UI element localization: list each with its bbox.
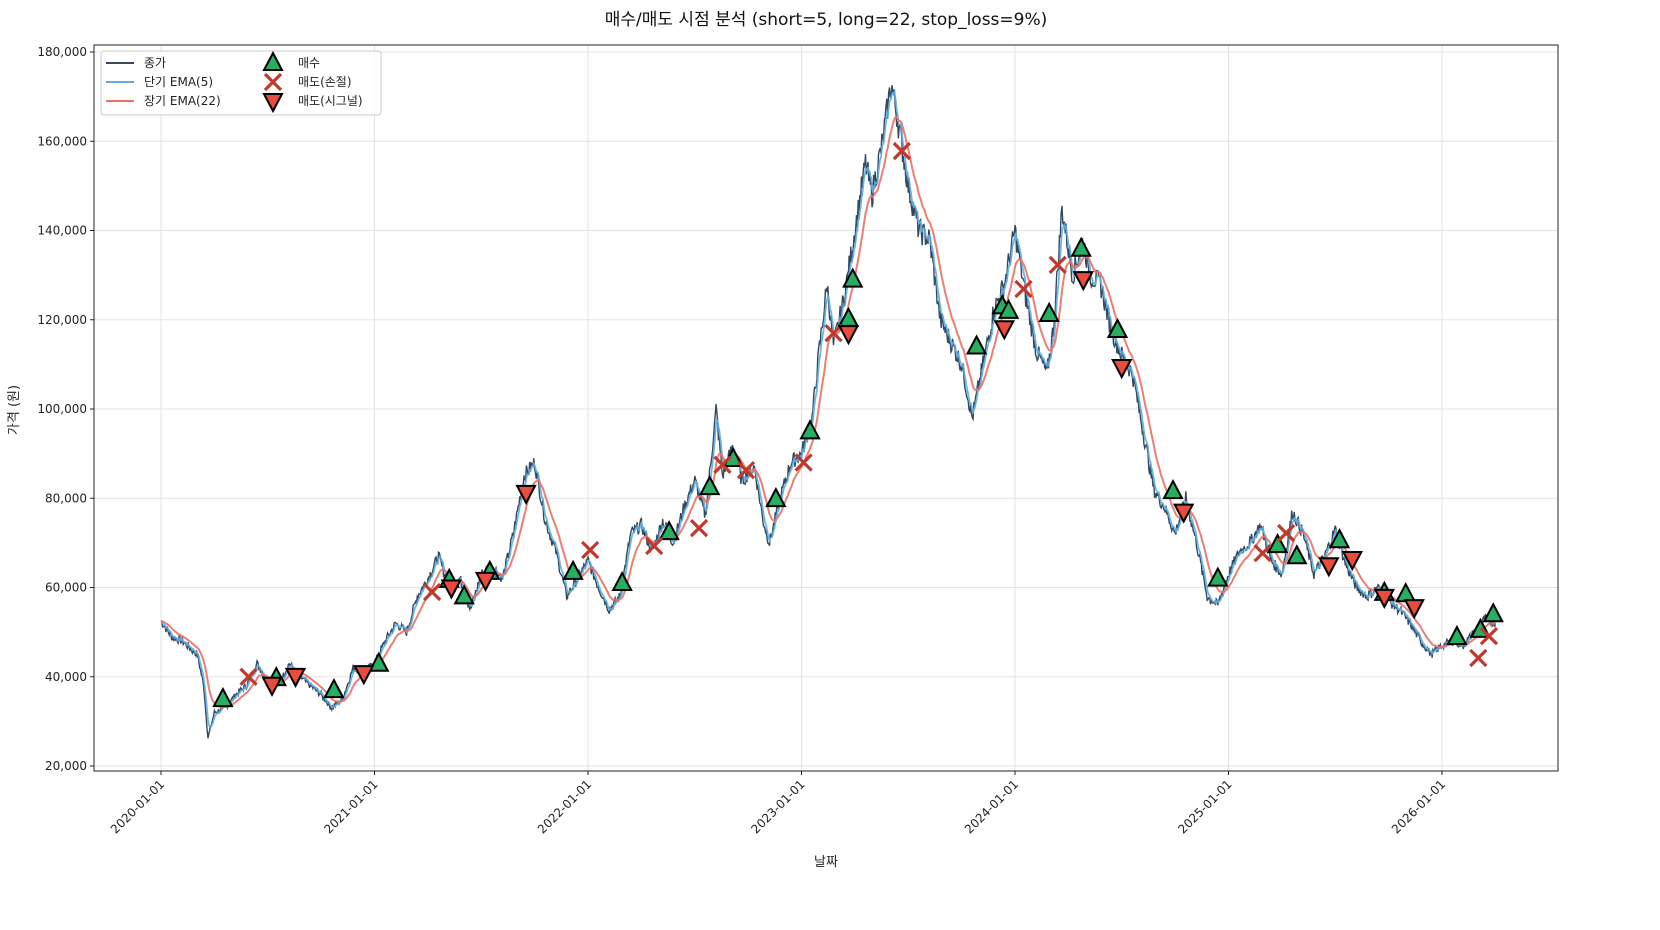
x-tick-label: 2023-01-01 — [748, 777, 807, 836]
buy-marker — [611, 570, 633, 592]
signal-sell-marker — [261, 676, 283, 697]
y-tick-label: 120,000 — [37, 313, 87, 327]
series-layer — [160, 85, 1497, 739]
stop-loss-marker — [824, 324, 843, 343]
buy-marker — [765, 487, 787, 508]
y-tick-label: 60,000 — [45, 581, 87, 595]
signal-sell-marker — [837, 325, 860, 346]
buy-marker — [965, 334, 988, 355]
x-tick-label: 2021-01-01 — [321, 777, 380, 836]
stop-loss-marker — [892, 141, 911, 161]
stop-loss-marker — [423, 582, 442, 602]
y-tick-label: 20,000 — [45, 759, 87, 773]
stop-loss-marker — [239, 667, 258, 686]
stop-loss-marker — [1469, 648, 1488, 668]
stop-loss-marker — [736, 461, 756, 480]
signal-sell-marker — [1341, 550, 1363, 572]
chart-title: 매수/매도 시점 분석 (short=5, long=22, stop_loss… — [605, 10, 1048, 30]
stop-loss-marker — [1277, 523, 1296, 543]
buy-marker — [658, 520, 680, 541]
signal-sell-marker — [1318, 557, 1340, 578]
long-ema-line — [161, 116, 1496, 709]
y-tick-label: 140,000 — [37, 224, 87, 238]
buy-marker — [1446, 624, 1468, 646]
buy-marker — [1207, 566, 1229, 587]
signal-sell-marker — [1403, 599, 1425, 620]
legend-signal-sell-icon — [262, 93, 284, 114]
buy-marker — [562, 559, 584, 580]
buy-marker — [1162, 478, 1184, 500]
short-ema-line — [160, 89, 1496, 728]
y-tick-label: 100,000 — [37, 402, 87, 416]
legend-label: 매도(시그널) — [298, 94, 363, 108]
x-tick-label: 2020-01-01 — [108, 777, 167, 836]
y-tick-label: 80,000 — [45, 491, 87, 505]
buy-marker — [368, 651, 390, 672]
signal-sell-marker — [1072, 271, 1094, 292]
y-tick-label: 160,000 — [37, 134, 87, 148]
x-tick-label: 2026-01-01 — [1389, 777, 1448, 836]
x-tick-label: 2025-01-01 — [1175, 777, 1234, 836]
y-tick-label: 180,000 — [37, 45, 87, 59]
plot-frame — [93, 44, 1559, 772]
markers-layer — [212, 141, 1504, 708]
buy-marker — [1328, 528, 1351, 549]
legend-label: 매도(손절) — [298, 75, 352, 89]
signal-sell-marker — [353, 665, 375, 686]
signal-sell-marker — [440, 579, 463, 600]
legend-label: 매수 — [298, 56, 320, 70]
y-tick-label: 40,000 — [45, 670, 87, 684]
legend-label: 단기 EMA(5) — [144, 75, 213, 89]
buy-marker — [453, 584, 475, 605]
signal-sell-marker — [515, 484, 537, 506]
buy-marker — [799, 419, 821, 440]
grid — [94, 45, 1558, 771]
x-tick-label: 2022-01-01 — [535, 777, 594, 836]
buy-marker — [1286, 544, 1308, 565]
buy-marker — [212, 686, 234, 708]
y-axis: 20,000 40,000 60,000 80,000 100,000 120,000 14… — [37, 45, 94, 773]
buy-marker — [1038, 301, 1060, 322]
signal-sell-marker — [284, 667, 307, 688]
buy-marker — [1395, 582, 1417, 603]
stop-loss-marker — [581, 540, 600, 560]
signal-sell-marker — [1173, 503, 1195, 524]
x-tick-label: 2024-01-01 — [962, 777, 1021, 836]
stop-loss-marker — [1048, 255, 1067, 274]
y-axis-label: 가격 (원) — [7, 385, 22, 435]
buy-marker — [699, 474, 721, 496]
signal-sell-marker — [1373, 588, 1396, 610]
legend-buy-icon — [262, 50, 284, 71]
close-price-line — [160, 85, 1497, 739]
stop-loss-marker — [1253, 544, 1272, 563]
buy-marker — [997, 298, 1020, 319]
buy-marker — [1106, 317, 1129, 339]
signal-sell-marker — [993, 320, 1015, 341]
signal-sell-marker — [474, 571, 497, 593]
stop-loss-marker — [1014, 279, 1033, 299]
buy-marker — [323, 678, 345, 699]
stop-loss-marker — [713, 455, 732, 474]
x-axis: 2020-01-01 2021-01-01 2022-01-01 2023-01-01… — [108, 771, 1448, 836]
legend-stop-loss-icon — [263, 72, 283, 92]
buy-marker — [1266, 532, 1289, 554]
buy-marker — [1482, 602, 1504, 623]
stop-loss-marker — [645, 536, 664, 556]
buy-marker — [842, 267, 864, 288]
legend-label: 종가 — [144, 56, 166, 70]
stop-loss-marker — [689, 519, 709, 538]
buy-marker — [1070, 236, 1092, 257]
stop-loss-marker — [794, 453, 813, 472]
signal-sell-marker — [1111, 359, 1133, 380]
x-axis-label: 날짜 — [814, 855, 838, 870]
stop-loss-marker — [1479, 627, 1499, 646]
legend-label: 장기 EMA(22) — [144, 94, 221, 108]
